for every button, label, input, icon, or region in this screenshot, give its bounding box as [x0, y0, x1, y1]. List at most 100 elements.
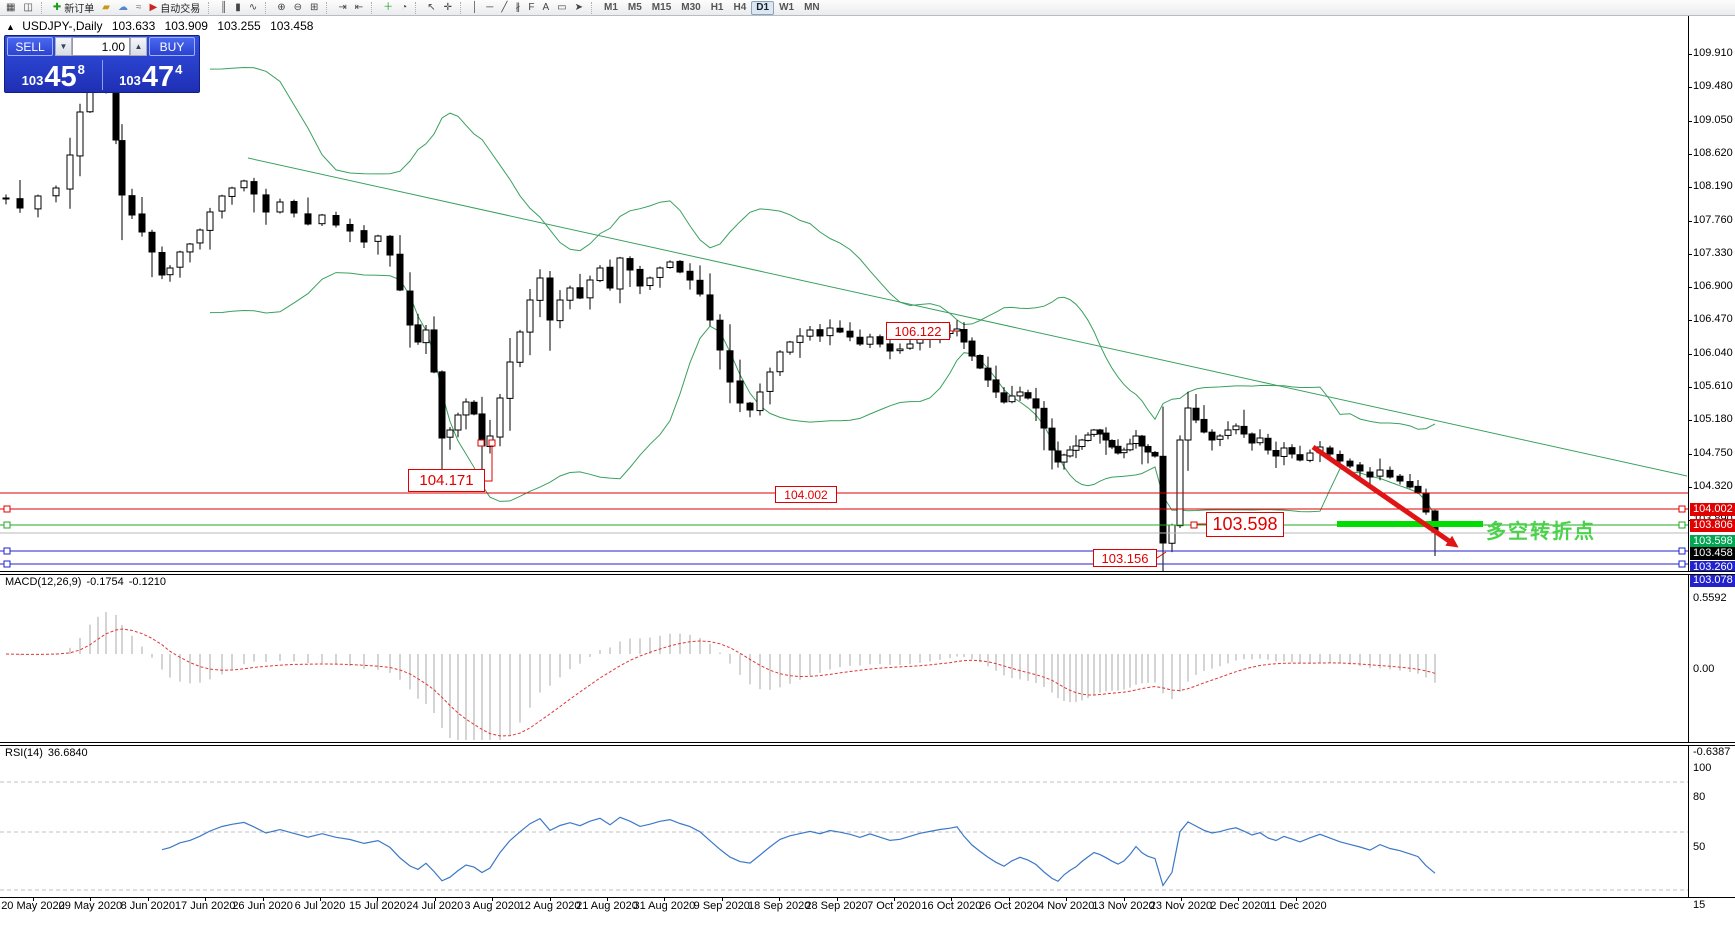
volume-input[interactable]	[72, 37, 130, 56]
annotation-handle[interactable]	[477, 439, 485, 447]
channel-icon: ∦	[515, 1, 521, 13]
scroll-end-button[interactable]: ⇥	[334, 1, 350, 15]
candle-body	[34, 195, 42, 210]
rsi-pane-separator[interactable]	[0, 742, 1735, 746]
price-label-106122[interactable]: 106.122	[886, 322, 950, 340]
candle-body	[158, 251, 166, 276]
hline-button[interactable]: ─	[482, 1, 497, 15]
shapes-icon: ➤	[574, 1, 583, 13]
autotrade-label: 自动交易	[160, 4, 201, 15]
rsi-indicator-label: RSI(14) 36.6840	[5, 747, 88, 759]
price-label-104002[interactable]: 104.002	[775, 486, 837, 503]
zoom-preview-button[interactable]: ◫	[19, 1, 36, 15]
line-chart-button[interactable]: ∿	[245, 1, 261, 15]
price-label-104171[interactable]: 104.171	[408, 469, 485, 492]
price-tick-mark	[1688, 121, 1692, 122]
candle-body	[1356, 464, 1364, 472]
macd-pane-separator[interactable]	[0, 571, 1735, 575]
price-label-103598[interactable]: 103.598	[1206, 512, 1284, 537]
toolbar-separator	[40, 1, 46, 14]
date-label: 7 Oct 2020	[867, 900, 921, 912]
ohlc-open: 103.633	[111, 19, 156, 33]
candle-body	[1102, 432, 1110, 441]
new-order-button[interactable]: ✚ 新订单	[49, 1, 98, 16]
volume-up-button[interactable]: ▲	[130, 37, 147, 56]
candle-body	[118, 140, 126, 196]
candle-body	[806, 329, 814, 337]
candle-body	[756, 391, 764, 412]
signals-button[interactable]: ≈	[132, 1, 146, 15]
timeframe-w1[interactable]: W1	[779, 2, 795, 13]
annotation-handle[interactable]	[488, 439, 496, 447]
timeframe-h4[interactable]: H4	[733, 2, 747, 13]
add-indicator-button[interactable]: ＋	[379, 1, 397, 15]
line-handle[interactable]	[3, 560, 11, 568]
timeframe-group: M1 M5 M15 M30 H1 H4 D1 W1 MN	[599, 0, 825, 16]
zoom-out-button[interactable]: ⊖	[290, 1, 306, 15]
date-label: 26 Jun 2020	[232, 900, 293, 912]
collapse-panel-arrow[interactable]: ▲	[6, 22, 15, 32]
date-tick-mark	[377, 897, 379, 901]
descending-trendline[interactable]	[247, 157, 1688, 477]
cloud-button[interactable]: ☁	[114, 1, 132, 15]
zoom-in-button[interactable]: ⊕	[273, 1, 289, 15]
trendline-button[interactable]: ╱	[497, 1, 511, 15]
price-label-103156[interactable]: 103.156	[1093, 549, 1157, 567]
line-handle[interactable]	[1678, 505, 1686, 513]
volume-down-button[interactable]: ▼	[55, 37, 72, 56]
candle-body	[76, 111, 84, 157]
rsi-line	[161, 816, 1436, 887]
line-handle[interactable]	[1678, 521, 1686, 529]
macd-axis-0.5592: 0.5592	[1693, 592, 1727, 604]
line-handle[interactable]	[3, 547, 11, 555]
candlestick-button[interactable]: ▮	[231, 1, 245, 15]
candle-body	[1096, 429, 1104, 435]
downtrend-arrow[interactable]	[1311, 444, 1454, 546]
shapes-button[interactable]: ➤	[571, 1, 587, 15]
cursor-button[interactable]: ↖	[423, 1, 439, 15]
bar-chart-button[interactable]: ║	[216, 1, 231, 15]
label-button[interactable]: ▭	[553, 1, 570, 15]
candle-body	[1072, 445, 1080, 451]
timeframe-d1[interactable]: D1	[751, 0, 775, 15]
timeframe-m30[interactable]: M30	[681, 2, 701, 13]
buy-button[interactable]: BUY	[149, 37, 195, 56]
crosshair-button[interactable]: ✛	[440, 1, 456, 15]
period-button[interactable]: ◔	[397, 1, 411, 15]
price-tick-109.050: 109.050	[1693, 114, 1733, 126]
candle-body	[406, 290, 414, 326]
autotrade-button[interactable]: ▶ 自动交易	[146, 1, 205, 16]
annotation-handle[interactable]	[1190, 521, 1198, 529]
vline-button[interactable]: │	[468, 1, 482, 15]
chart-canvas[interactable]	[0, 16, 1735, 942]
chart-window[interactable]: ▲ USDJPY-,Daily 103.633 103.909 103.255 …	[0, 16, 1735, 942]
timeframe-m1[interactable]: M1	[603, 2, 618, 13]
line-handle[interactable]	[3, 505, 11, 513]
chart-window-button[interactable]: ▦	[2, 1, 19, 15]
cloud-icon: ☁	[118, 1, 128, 13]
sell-button[interactable]: SELL	[7, 37, 53, 56]
line-handle[interactable]	[1678, 547, 1686, 555]
line-handle[interactable]	[3, 521, 11, 529]
timeframe-h1[interactable]: H1	[710, 2, 724, 13]
candle-body	[1184, 407, 1192, 441]
candle-body	[1024, 392, 1032, 399]
date-label: 6 Jul 2020	[294, 900, 346, 912]
fibonacci-button[interactable]: F	[524, 1, 538, 15]
channel-button[interactable]: ∦	[511, 1, 524, 15]
timeframe-m15[interactable]: M15	[651, 2, 672, 13]
timeframe-mn[interactable]: MN	[804, 2, 820, 13]
tile-windows-button[interactable]: ⊞	[306, 1, 322, 15]
buy-price[interactable]: 103 47 4	[103, 57, 200, 93]
chart-shift-button[interactable]: ⇤	[351, 1, 367, 15]
candle-body	[360, 230, 368, 243]
sell-price[interactable]: 103 45 8	[5, 57, 102, 93]
candle-body	[1132, 435, 1140, 444]
line-handle[interactable]	[1678, 560, 1686, 568]
gold-button[interactable]: ▰	[98, 1, 114, 15]
text-button[interactable]: A	[538, 1, 553, 15]
ohlc-low: 103.255	[217, 19, 261, 33]
chinese-annotation[interactable]: 多空转折点	[1486, 521, 1596, 543]
candle-body	[396, 253, 404, 291]
timeframe-m5[interactable]: M5	[627, 2, 642, 13]
